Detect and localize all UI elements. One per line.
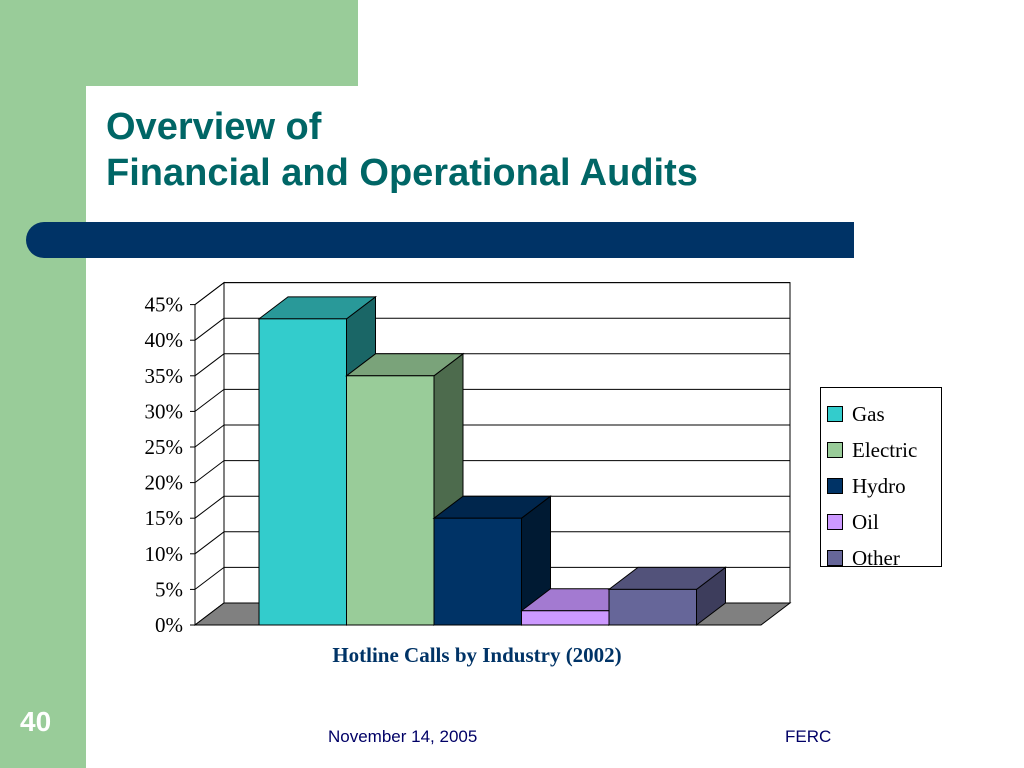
- bar-front: [521, 610, 610, 626]
- bar-front: [346, 375, 435, 626]
- legend-item-gas: Gas: [827, 396, 941, 432]
- legend-item-electric: Electric: [827, 432, 941, 468]
- legend-label: Electric: [852, 437, 918, 462]
- legend-label: Hydro: [852, 473, 906, 498]
- legend-swatch: [827, 406, 843, 422]
- legend-item-hydro: Hydro: [827, 468, 941, 504]
- bar-front: [433, 517, 522, 626]
- gridline-side: [194, 424, 225, 448]
- bar-front: [608, 588, 697, 626]
- y-tick-label: 20%: [145, 471, 184, 495]
- gridline-side: [194, 460, 225, 483]
- x-axis-label: Hotline Calls by Industry (2002): [332, 643, 621, 667]
- legend-item-other: Other: [827, 540, 941, 576]
- gridline-side: [194, 317, 225, 341]
- gridline-side: [194, 282, 225, 305]
- y-tick-label: 30%: [145, 399, 184, 423]
- legend-swatch: [827, 514, 843, 530]
- title-rule-bar: [26, 222, 854, 258]
- legend-swatch: [827, 478, 843, 494]
- slide-title-line2: Financial and Operational Audits: [106, 152, 698, 194]
- footer-organization: FERC: [785, 727, 832, 746]
- left-accent-band: [0, 0, 86, 768]
- legend-swatch: [827, 550, 843, 566]
- y-tick-label: 0%: [155, 613, 183, 637]
- legend-swatch: [827, 442, 843, 458]
- y-tick-label: 25%: [145, 435, 184, 459]
- legend-label: Gas: [852, 401, 885, 426]
- top-accent-band: [86, 0, 358, 86]
- y-tick-label: 40%: [145, 328, 184, 352]
- bar-front: [258, 318, 347, 626]
- chart-legend: Gas Electric Hydro Oil Other: [820, 387, 942, 570]
- bar-chart: 0% 5% 10% 15% 20% 25% 30% 35% 40% 45% Hotline Call…: [145, 281, 792, 667]
- y-tick-label: 45%: [145, 293, 184, 317]
- y-tick-label: 5%: [155, 577, 183, 601]
- gridline-side: [194, 353, 225, 377]
- y-tick-label: 35%: [145, 364, 184, 388]
- slide-title-line1: Overview of: [106, 106, 322, 148]
- page-number: 40: [20, 706, 52, 737]
- bar-hydro: [432, 495, 552, 627]
- chart-side-wall: [194, 281, 225, 627]
- legend-label: Other: [852, 545, 900, 570]
- bar-other: [607, 566, 727, 627]
- gridline-side: [194, 389, 225, 412]
- y-tick-label: 10%: [145, 542, 184, 566]
- gridline-side: [194, 531, 225, 555]
- legend-item-oil: Oil: [827, 504, 941, 540]
- gridline-side: [194, 495, 225, 519]
- footer-date: November 14, 2005: [328, 727, 478, 746]
- slide-title: Overview of Financial and Operational Au…: [106, 104, 698, 196]
- y-tick-label: 15%: [145, 506, 184, 530]
- gridline-side: [194, 567, 225, 590]
- legend-label: Oil: [852, 509, 879, 534]
